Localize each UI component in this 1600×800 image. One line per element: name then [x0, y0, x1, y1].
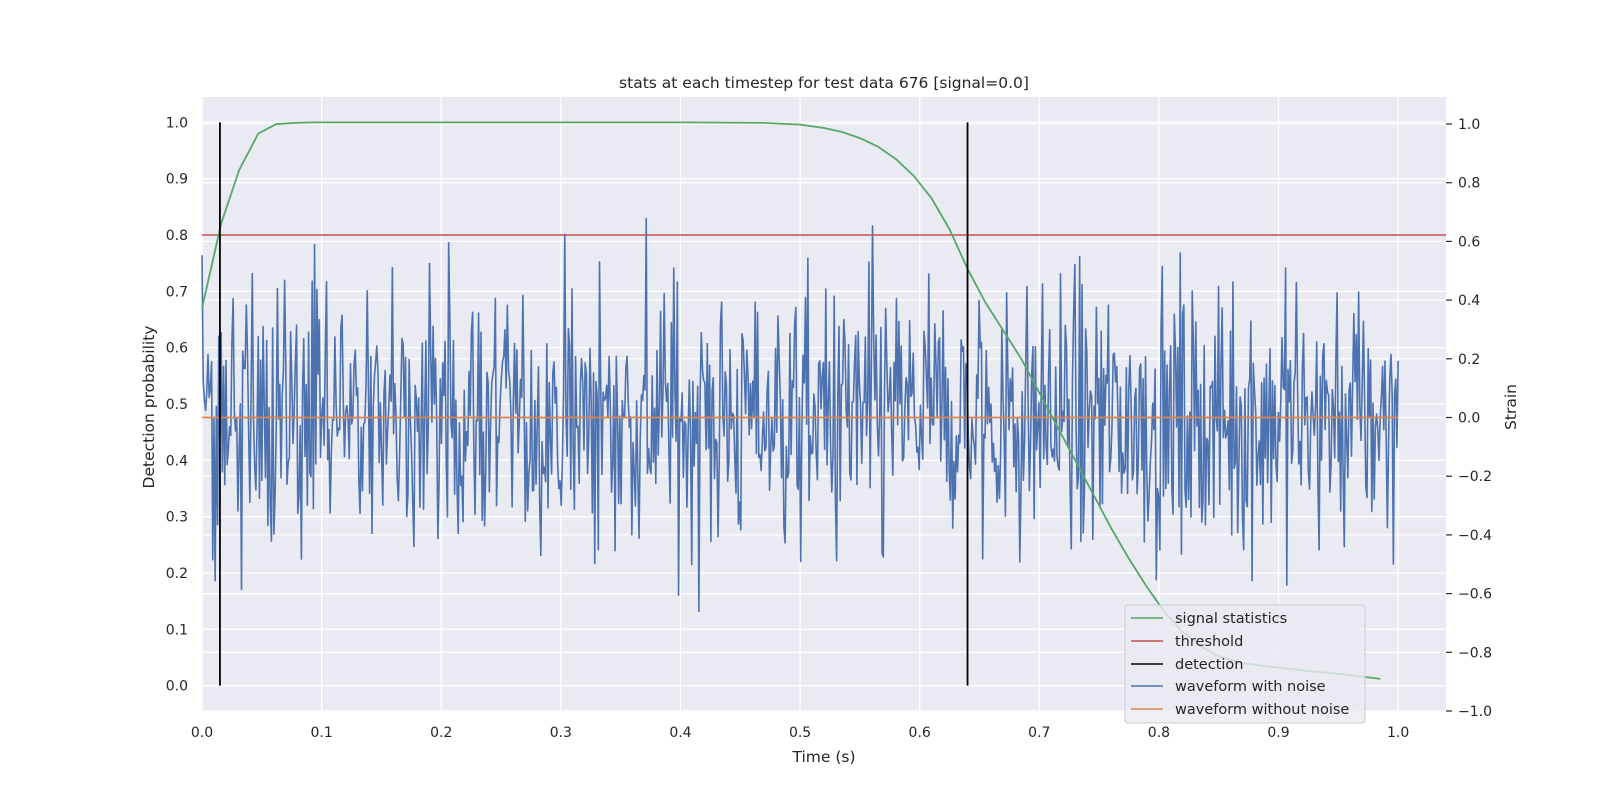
y-tick-label: 0.5 [166, 397, 188, 413]
x-tick-label: 0.9 [1267, 725, 1289, 741]
x-axis-ticks: 0.0 0.1 0.2 0.3 0.4 0.5 0.6 0.7 0.8 0.9 1.0 [191, 725, 1409, 741]
legend-item: signal statistics [1131, 611, 1287, 627]
chart-title: stats at each timestep for test data 676… [619, 74, 1029, 92]
legend-label: waveform with noise [1175, 679, 1326, 695]
y-tick-label: 0.3 [166, 510, 188, 526]
y-tick-label: 0.0 [166, 679, 188, 695]
right-y-axis-ticks: 1.0 0.8 0.6 0.4 0.2 0.0 −0.2 −0.4 −0.6 −0.8 −1.0 [1446, 117, 1492, 720]
legend: signal statistics threshold detection wa… [1124, 604, 1366, 724]
series-layer [201, 121, 1446, 686]
x-tick-label: 0.5 [789, 725, 811, 741]
y-tick-label: 0.9 [166, 172, 188, 188]
right-y-tick-label: −0.2 [1458, 469, 1492, 485]
right-y-axis-label: Strain [1502, 384, 1520, 430]
y-axis-label: Detection probability [140, 326, 158, 489]
y-tick-label: 0.4 [166, 453, 188, 469]
y-tick-label: 0.6 [166, 341, 188, 357]
y-tick-label: 0.8 [166, 228, 188, 244]
x-tick-label: 0.2 [430, 725, 452, 741]
legend-item: detection [1131, 657, 1243, 673]
right-y-tick-label: 1.0 [1458, 117, 1480, 133]
y-tick-label: 1.0 [166, 115, 188, 131]
legend-label: detection [1175, 657, 1243, 673]
x-tick-label: 0.6 [909, 725, 931, 741]
legend-box [1124, 604, 1366, 724]
series-waveform-with-noise [201, 217, 1399, 613]
legend-label: waveform without noise [1175, 702, 1349, 718]
x-tick-label: 1.0 [1387, 725, 1409, 741]
legend-item: threshold [1131, 634, 1243, 650]
y-tick-label: 0.2 [166, 566, 188, 582]
right-y-tick-label: 0.4 [1458, 293, 1480, 309]
right-y-tick-label: −0.8 [1458, 645, 1492, 661]
right-y-tick-label: −1.0 [1458, 704, 1492, 720]
right-y-tick-label: 0.0 [1458, 411, 1480, 427]
legend-item: waveform without noise [1131, 702, 1349, 718]
y-axis-ticks: 0.0 0.1 0.2 0.3 0.4 0.5 0.6 0.7 0.8 0.9 1.0 [166, 115, 188, 694]
x-tick-label: 0.8 [1148, 725, 1170, 741]
right-y-tick-label: 0.2 [1458, 352, 1480, 368]
y-tick-label: 0.1 [166, 622, 188, 638]
legend-label: threshold [1175, 634, 1243, 650]
x-tick-label: 0.0 [191, 725, 213, 741]
x-tick-label: 0.7 [1028, 725, 1050, 741]
x-axis-label: Time (s) [791, 748, 855, 766]
x-tick-label: 0.4 [669, 725, 691, 741]
right-y-tick-label: 0.6 [1458, 234, 1480, 250]
x-tick-label: 0.1 [310, 725, 332, 741]
right-y-tick-label: −0.6 [1458, 587, 1492, 603]
right-y-tick-label: 0.8 [1458, 176, 1480, 192]
legend-item: waveform with noise [1131, 679, 1326, 695]
right-y-tick-label: −0.4 [1458, 528, 1492, 544]
legend-label: signal statistics [1175, 611, 1287, 627]
x-tick-label: 0.3 [550, 725, 572, 741]
y-tick-label: 0.7 [166, 284, 188, 300]
